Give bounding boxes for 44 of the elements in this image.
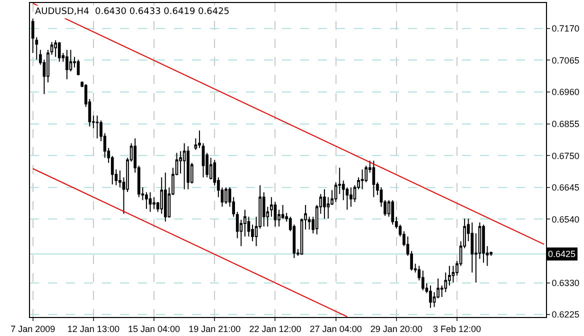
x-tick-label: 12 Jan 13:00 <box>67 324 120 334</box>
candlestick <box>76 59 80 76</box>
candlestick <box>482 224 485 264</box>
candlestick <box>96 115 99 139</box>
candlestick <box>323 188 326 220</box>
ref-line-label: 0.6425 <box>548 249 576 259</box>
text: AUDUSD,H4 0.6430 0.6433 0.6419 0.6425 <box>35 7 230 17</box>
candlestick <box>198 130 201 149</box>
candlestick <box>145 192 148 210</box>
candlestick <box>66 49 68 80</box>
candlestick <box>391 200 394 226</box>
x-tick-label: 19 Jan 21:00 <box>188 324 241 334</box>
candlestick <box>274 201 277 227</box>
candlestick <box>152 196 156 210</box>
x-tick-label: 3 Feb 12:00 <box>432 324 482 334</box>
y-tick-label: 0.6225 <box>552 310 580 320</box>
candlestick <box>58 42 61 62</box>
x-tick-label: 7 Jan 2009 <box>10 324 56 334</box>
candlestick <box>360 169 364 190</box>
candlestick <box>50 42 54 56</box>
candlestick <box>350 186 352 208</box>
candlestick <box>182 142 186 190</box>
candlestick <box>224 186 228 205</box>
x-tick-label: 29 Jan 20:00 <box>370 324 422 334</box>
y-tick-label: 0.6750 <box>552 150 580 161</box>
candlestick <box>429 285 432 308</box>
candlestick <box>164 172 167 222</box>
candlestick <box>54 40 57 58</box>
y-tick-label: 0.6330 <box>552 278 580 288</box>
y-tick-label: 0.7065 <box>552 55 580 66</box>
y-tick-label: 0.6645 <box>552 182 580 193</box>
y-tick-label: 0.6540 <box>552 214 580 224</box>
candlestick <box>452 265 455 283</box>
candlestick <box>148 192 152 212</box>
x-tick-label: 22 Jan 12:00 <box>249 324 302 334</box>
x-tick-label: 27 Jan 04:00 <box>310 324 362 334</box>
candlestick <box>186 146 190 190</box>
candlestick <box>372 160 376 198</box>
x-tick-label: 15 Jan 04:00 <box>128 324 180 334</box>
y-tick-label: 0.7170 <box>552 24 580 34</box>
y-tick-label: 0.6855 <box>552 118 580 129</box>
candlestick <box>202 142 205 178</box>
candlestick <box>421 270 424 291</box>
y-tick-label: 0.6960 <box>552 87 580 98</box>
